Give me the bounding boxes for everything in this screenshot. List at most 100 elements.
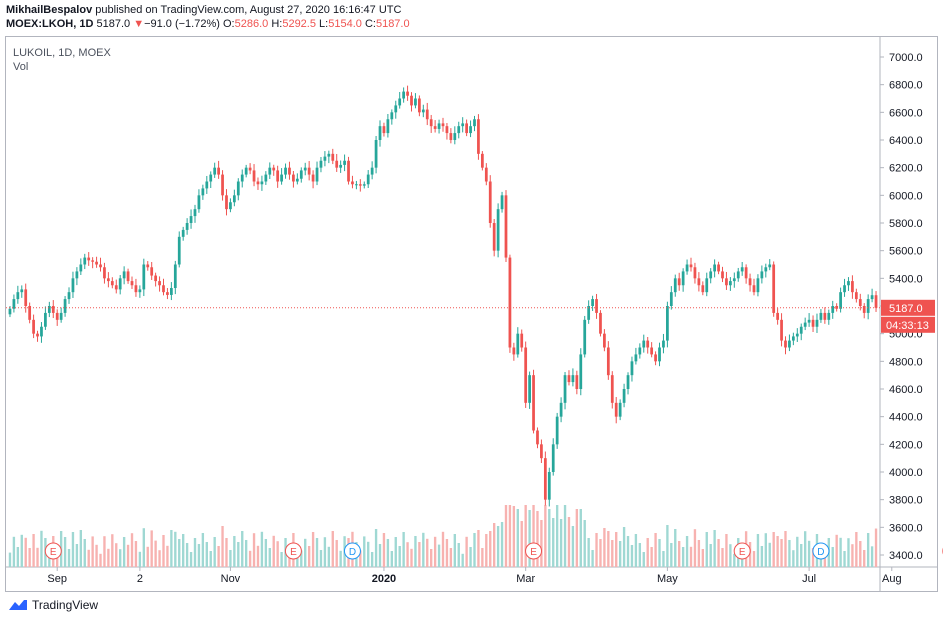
volume-bar [532, 505, 535, 567]
candle-body [532, 375, 535, 431]
candle-body [579, 354, 583, 389]
candle-body [740, 267, 744, 272]
candle-body [63, 299, 67, 313]
volume-bar [540, 520, 543, 567]
open-value: 5286.0 [234, 18, 269, 30]
candle-body [540, 444, 543, 459]
volume-bar [237, 542, 240, 567]
candle-body [185, 223, 189, 230]
candle-body [524, 347, 528, 403]
volume-bar [843, 551, 846, 567]
brand-label[interactable]: TradingView [32, 598, 99, 612]
y-tick-label: 4600.0 [889, 384, 923, 396]
earnings-event-marker[interactable] [733, 542, 751, 560]
volume-bar [178, 539, 181, 567]
volume-bar [571, 526, 575, 567]
volume-bar [642, 552, 645, 567]
volume-bar [276, 541, 279, 567]
candle-body [201, 188, 205, 196]
candle-body [528, 375, 531, 403]
candle-body [402, 91, 406, 99]
volume-bar [520, 521, 523, 567]
candle-body [748, 278, 752, 286]
candle-body [595, 299, 598, 313]
candle-body [634, 354, 638, 362]
volume-bar [433, 536, 437, 567]
volume-bar [634, 534, 638, 567]
candle-body [835, 306, 839, 309]
x-tick-label: May [657, 573, 678, 585]
volume-bar [792, 550, 795, 567]
volume-bar [217, 546, 220, 567]
volume-bar [189, 552, 193, 567]
candle-body [654, 354, 657, 362]
volume-bar [650, 547, 653, 567]
candle-body [382, 126, 386, 134]
y-tick-label: 4200.0 [889, 439, 923, 451]
volume-bar [154, 540, 157, 567]
y-tick-label: 6000.0 [889, 190, 923, 202]
low-value: 5154.0 [328, 18, 362, 30]
candle-body [162, 285, 165, 293]
earnings-event-marker[interactable] [525, 542, 543, 560]
open-label: O: [222, 18, 235, 30]
candle-body [91, 260, 95, 262]
candle-body [67, 292, 71, 300]
volume-bar [146, 546, 149, 567]
volume-bar [119, 549, 122, 567]
volume-bar [40, 530, 43, 567]
volume-bar [335, 540, 338, 567]
candle-body [47, 306, 51, 313]
chart-legend: LUKOIL, 1D, MOEX Vol [13, 46, 111, 74]
volume-bar [32, 534, 35, 567]
volume-bar [512, 506, 516, 567]
volume-bar [788, 540, 791, 567]
candle-body [374, 140, 378, 168]
candle-body [299, 170, 303, 179]
volume-bar [319, 550, 323, 567]
candle-body [189, 216, 193, 223]
volume-bar [492, 523, 496, 567]
volume-bar [626, 536, 630, 567]
volume-bar [717, 539, 720, 567]
volume-bar [311, 532, 315, 567]
volume-bar [760, 546, 764, 567]
volume-bar [406, 542, 409, 567]
candle-body [134, 285, 138, 293]
candle-body [87, 257, 91, 261]
volume-bar [24, 537, 27, 567]
candle-body [504, 195, 508, 258]
candle-body [181, 229, 185, 237]
earnings-event-marker[interactable] [44, 542, 62, 560]
candle-body [492, 223, 496, 251]
volume-bar [796, 536, 799, 567]
candle-body [264, 174, 268, 182]
candle-body [870, 295, 874, 300]
candle-body [681, 271, 685, 286]
close-label: C: [364, 18, 376, 30]
candle-body [311, 174, 315, 182]
candle-body [55, 312, 59, 320]
volume-bar [63, 537, 67, 567]
dividend-event-marker[interactable] [343, 542, 361, 560]
dividend-event-marker[interactable] [812, 542, 830, 560]
candle-body [642, 340, 646, 348]
candle-body [386, 119, 390, 134]
volume-bar [122, 537, 126, 567]
volume-bar [646, 538, 649, 567]
author-name[interactable]: MikhailBespalov [6, 4, 93, 16]
volume-bar [162, 535, 165, 567]
volume-bar [756, 534, 760, 567]
earnings-event-marker[interactable] [284, 542, 302, 560]
volume-bar [658, 539, 661, 567]
volume-bar [713, 530, 716, 567]
volume-legend: Vol [13, 61, 29, 73]
volume-bar [615, 532, 618, 567]
volume-bar [681, 547, 685, 567]
y-tick-label: 3800.0 [889, 495, 923, 507]
volume-bar [138, 551, 142, 567]
volume-bar [481, 548, 484, 567]
candle-body [827, 312, 831, 320]
candle-body [390, 112, 394, 120]
